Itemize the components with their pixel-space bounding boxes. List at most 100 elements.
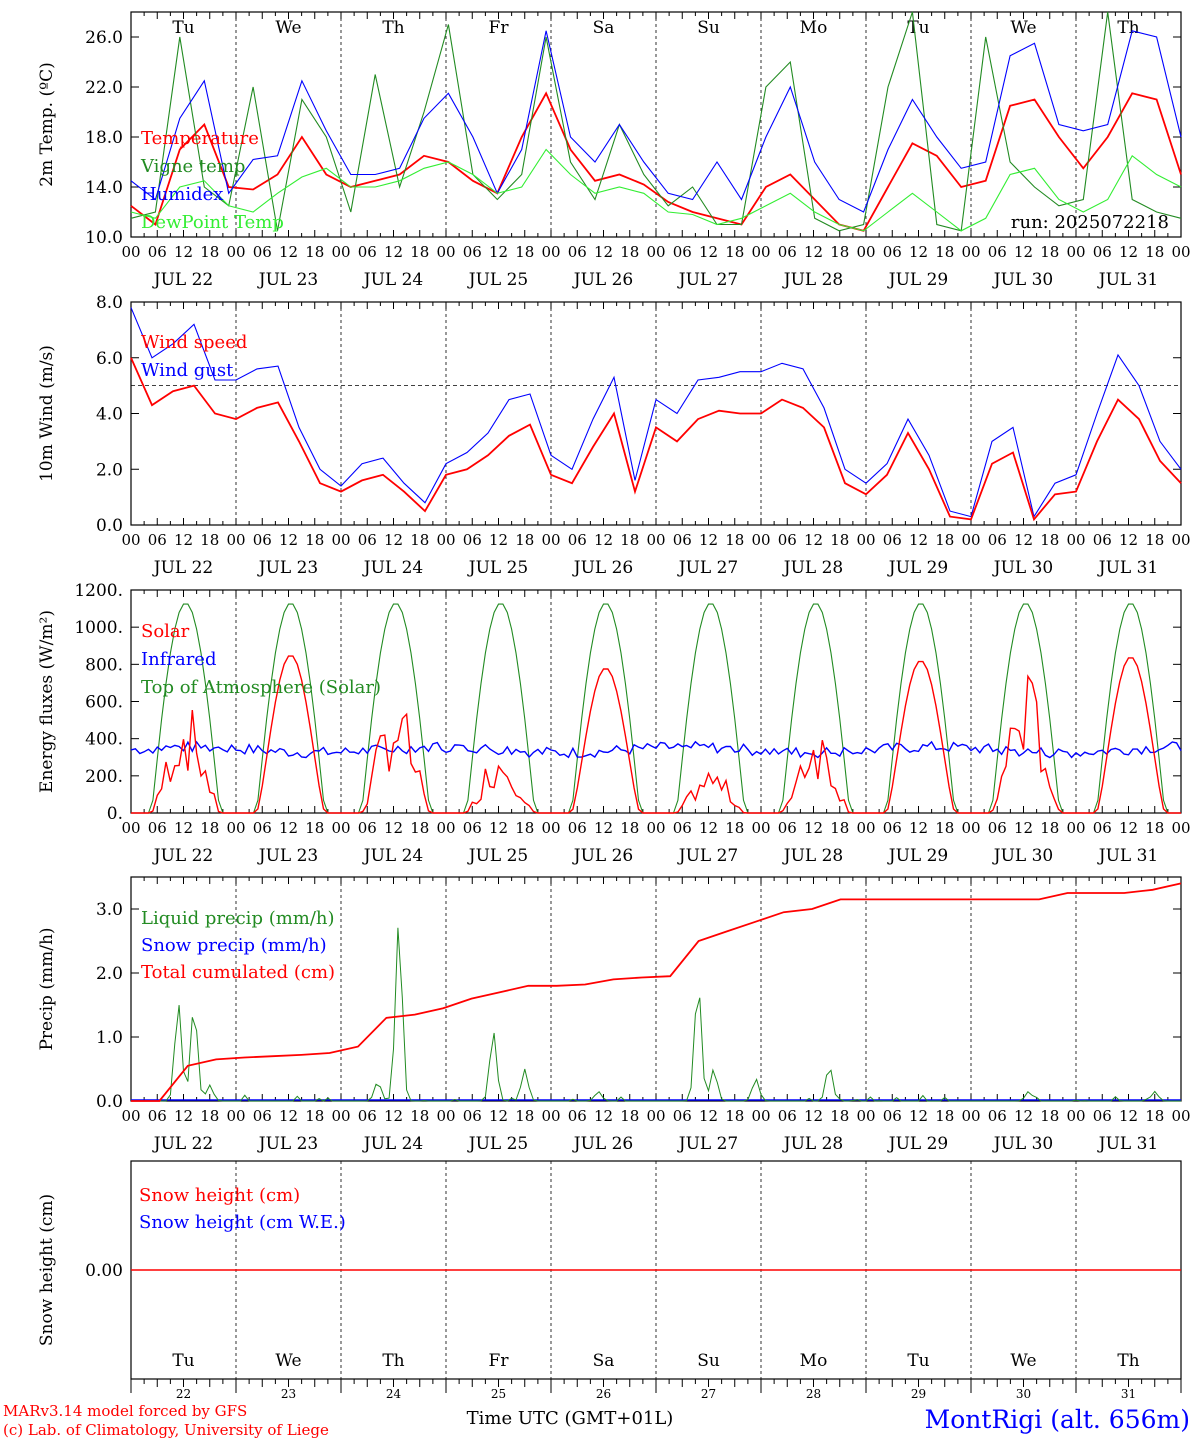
y-tick-label: 8.0 [96,293,123,313]
date-label: JUL 26 [572,1134,633,1154]
hour-label: 00 [856,819,875,837]
weekday-label: Fr [489,18,510,38]
hour-label: 00 [646,243,665,261]
toa-solar-line [131,603,1181,814]
hour-label: 06 [568,243,587,261]
panel-frame [130,301,1182,526]
hour-label: 12 [909,1107,928,1125]
x-axis-label: Time UTC (GMT+01L) [467,1408,674,1429]
hour-label: 06 [778,243,797,261]
y-tick-label: 22.0 [85,78,123,98]
temp-series-line [130,30,1182,213]
hour-label: 06 [568,819,587,837]
hour-label: 00 [1171,1107,1190,1125]
hour-label: 06 [463,531,482,549]
hour-label: 00 [646,1107,665,1125]
hour-label: 00 [331,1107,350,1125]
hour-label: 00 [961,531,980,549]
weekday-label: Th [1117,1351,1139,1371]
hour-label: 12 [1119,531,1138,549]
weekday-label: Tu [172,1351,194,1371]
date-label: JUL 22 [152,558,213,578]
infrared-line [130,740,1182,759]
date-label: JUL 26 [572,558,633,578]
hour-label: 00 [961,819,980,837]
hour-label: 12 [384,243,403,261]
hour-label: 00 [541,1107,560,1125]
hour-label: 18 [515,243,534,261]
hour-label: 18 [305,1107,324,1125]
hour-label: 12 [909,819,928,837]
hour-label: 06 [358,531,377,549]
hour-label: 00 [1066,531,1085,549]
date-label: JUL 27 [677,1134,738,1154]
hour-label: 00 [541,819,560,837]
hour-label: 06 [463,1107,482,1125]
legend-entry: Top of Atmosphere (Solar) [141,677,381,698]
hour-label: 00 [1066,1107,1085,1125]
y-tick-label: 4.0 [96,405,123,425]
hour-label: 00 [541,531,560,549]
date-label: JUL 22 [152,1134,213,1154]
hour-label: 00 [121,531,140,549]
hour-label: 12 [804,531,823,549]
date-label: JUL 29 [887,270,948,290]
hour-label: 06 [988,1107,1007,1125]
hour-label: 18 [830,531,849,549]
hour-label: 00 [646,819,665,837]
hour-label: 06 [253,531,272,549]
day-number: 27 [701,1387,716,1401]
weekday-label: Su [697,1351,720,1371]
solar-line [131,655,1181,814]
date-label: JUL 28 [782,846,843,866]
weekday-label: We [1010,1351,1036,1371]
hour-label: 06 [673,1107,692,1125]
hour-label: 06 [148,243,167,261]
hour-label: 12 [804,1107,823,1125]
weekday-label: We [1010,18,1036,38]
weekday-label: Sa [593,1351,615,1371]
hour-label: 18 [305,531,324,549]
hour-label: 12 [594,819,613,837]
hour-label: 00 [226,243,245,261]
hour-label: 12 [1119,243,1138,261]
hour-label: 12 [699,243,718,261]
hour-label: 06 [1093,531,1112,549]
date-label: JUL 26 [572,846,633,866]
hour-label: 00 [436,1107,455,1125]
y-axis-label: Energy fluxes (W/m²) [37,610,57,793]
hour-label: 18 [305,819,324,837]
hour-label: 12 [594,243,613,261]
hour-label: 00 [856,1107,875,1125]
hour-label: 18 [935,243,954,261]
hour-label: 00 [436,531,455,549]
hour-label: 18 [1145,531,1164,549]
hour-label: 06 [148,819,167,837]
hour-label: 06 [673,531,692,549]
weekday-label: We [275,18,301,38]
y-tick-label: 6.0 [96,349,123,369]
weekday-label: Tu [907,1351,929,1371]
hour-label: 18 [935,1107,954,1125]
legend-entry: DewPoint Temp [141,212,284,233]
hour-label: 18 [1145,1107,1164,1125]
hour-label: 00 [961,1107,980,1125]
date-label: JUL 25 [467,558,528,578]
hour-label: 06 [883,531,902,549]
hour-label: 12 [909,531,928,549]
date-label: JUL 30 [992,558,1053,578]
weekday-label: Mo [800,1351,828,1371]
hour-label: 06 [673,819,692,837]
hour-label: 12 [699,531,718,549]
weekday-label: Th [382,18,404,38]
wind-series-line [130,357,1182,522]
hour-label: 06 [778,531,797,549]
date-label: JUL 24 [362,558,423,578]
date-label: JUL 29 [887,558,948,578]
hour-label: 12 [279,819,298,837]
hour-label: 06 [358,1107,377,1125]
hour-label: 06 [778,1107,797,1125]
hour-label: 18 [830,819,849,837]
day-number: 25 [491,1387,506,1401]
hour-label: 12 [489,1107,508,1125]
